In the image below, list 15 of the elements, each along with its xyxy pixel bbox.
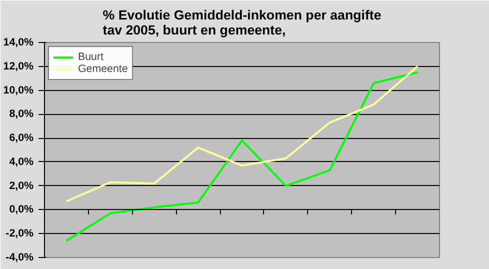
y-tick-label: 14,0% — [3, 36, 34, 48]
line-series — [65, 65, 419, 202]
legend-label: Buurt — [78, 51, 104, 63]
y-tick-label: -2,0% — [6, 228, 34, 240]
y-tick-label: 4,0% — [9, 156, 34, 168]
y-tick-label: -4,0% — [6, 252, 34, 264]
y-tick-label: 12,0% — [3, 60, 34, 72]
y-tick-label: 6,0% — [9, 132, 34, 144]
y-tick-label: 8,0% — [9, 108, 34, 120]
chart-title: % Evolutie Gemiddeld-inkomen per aangifte tav 2005, buurt en gemeente, — [102, 8, 382, 38]
y-tick-label: 10,0% — [3, 84, 34, 96]
y-tick-label: 0,0% — [9, 204, 34, 216]
legend-label: Gemeente — [78, 63, 128, 75]
y-tick-label: 2,0% — [9, 180, 34, 192]
line-series — [65, 71, 419, 242]
